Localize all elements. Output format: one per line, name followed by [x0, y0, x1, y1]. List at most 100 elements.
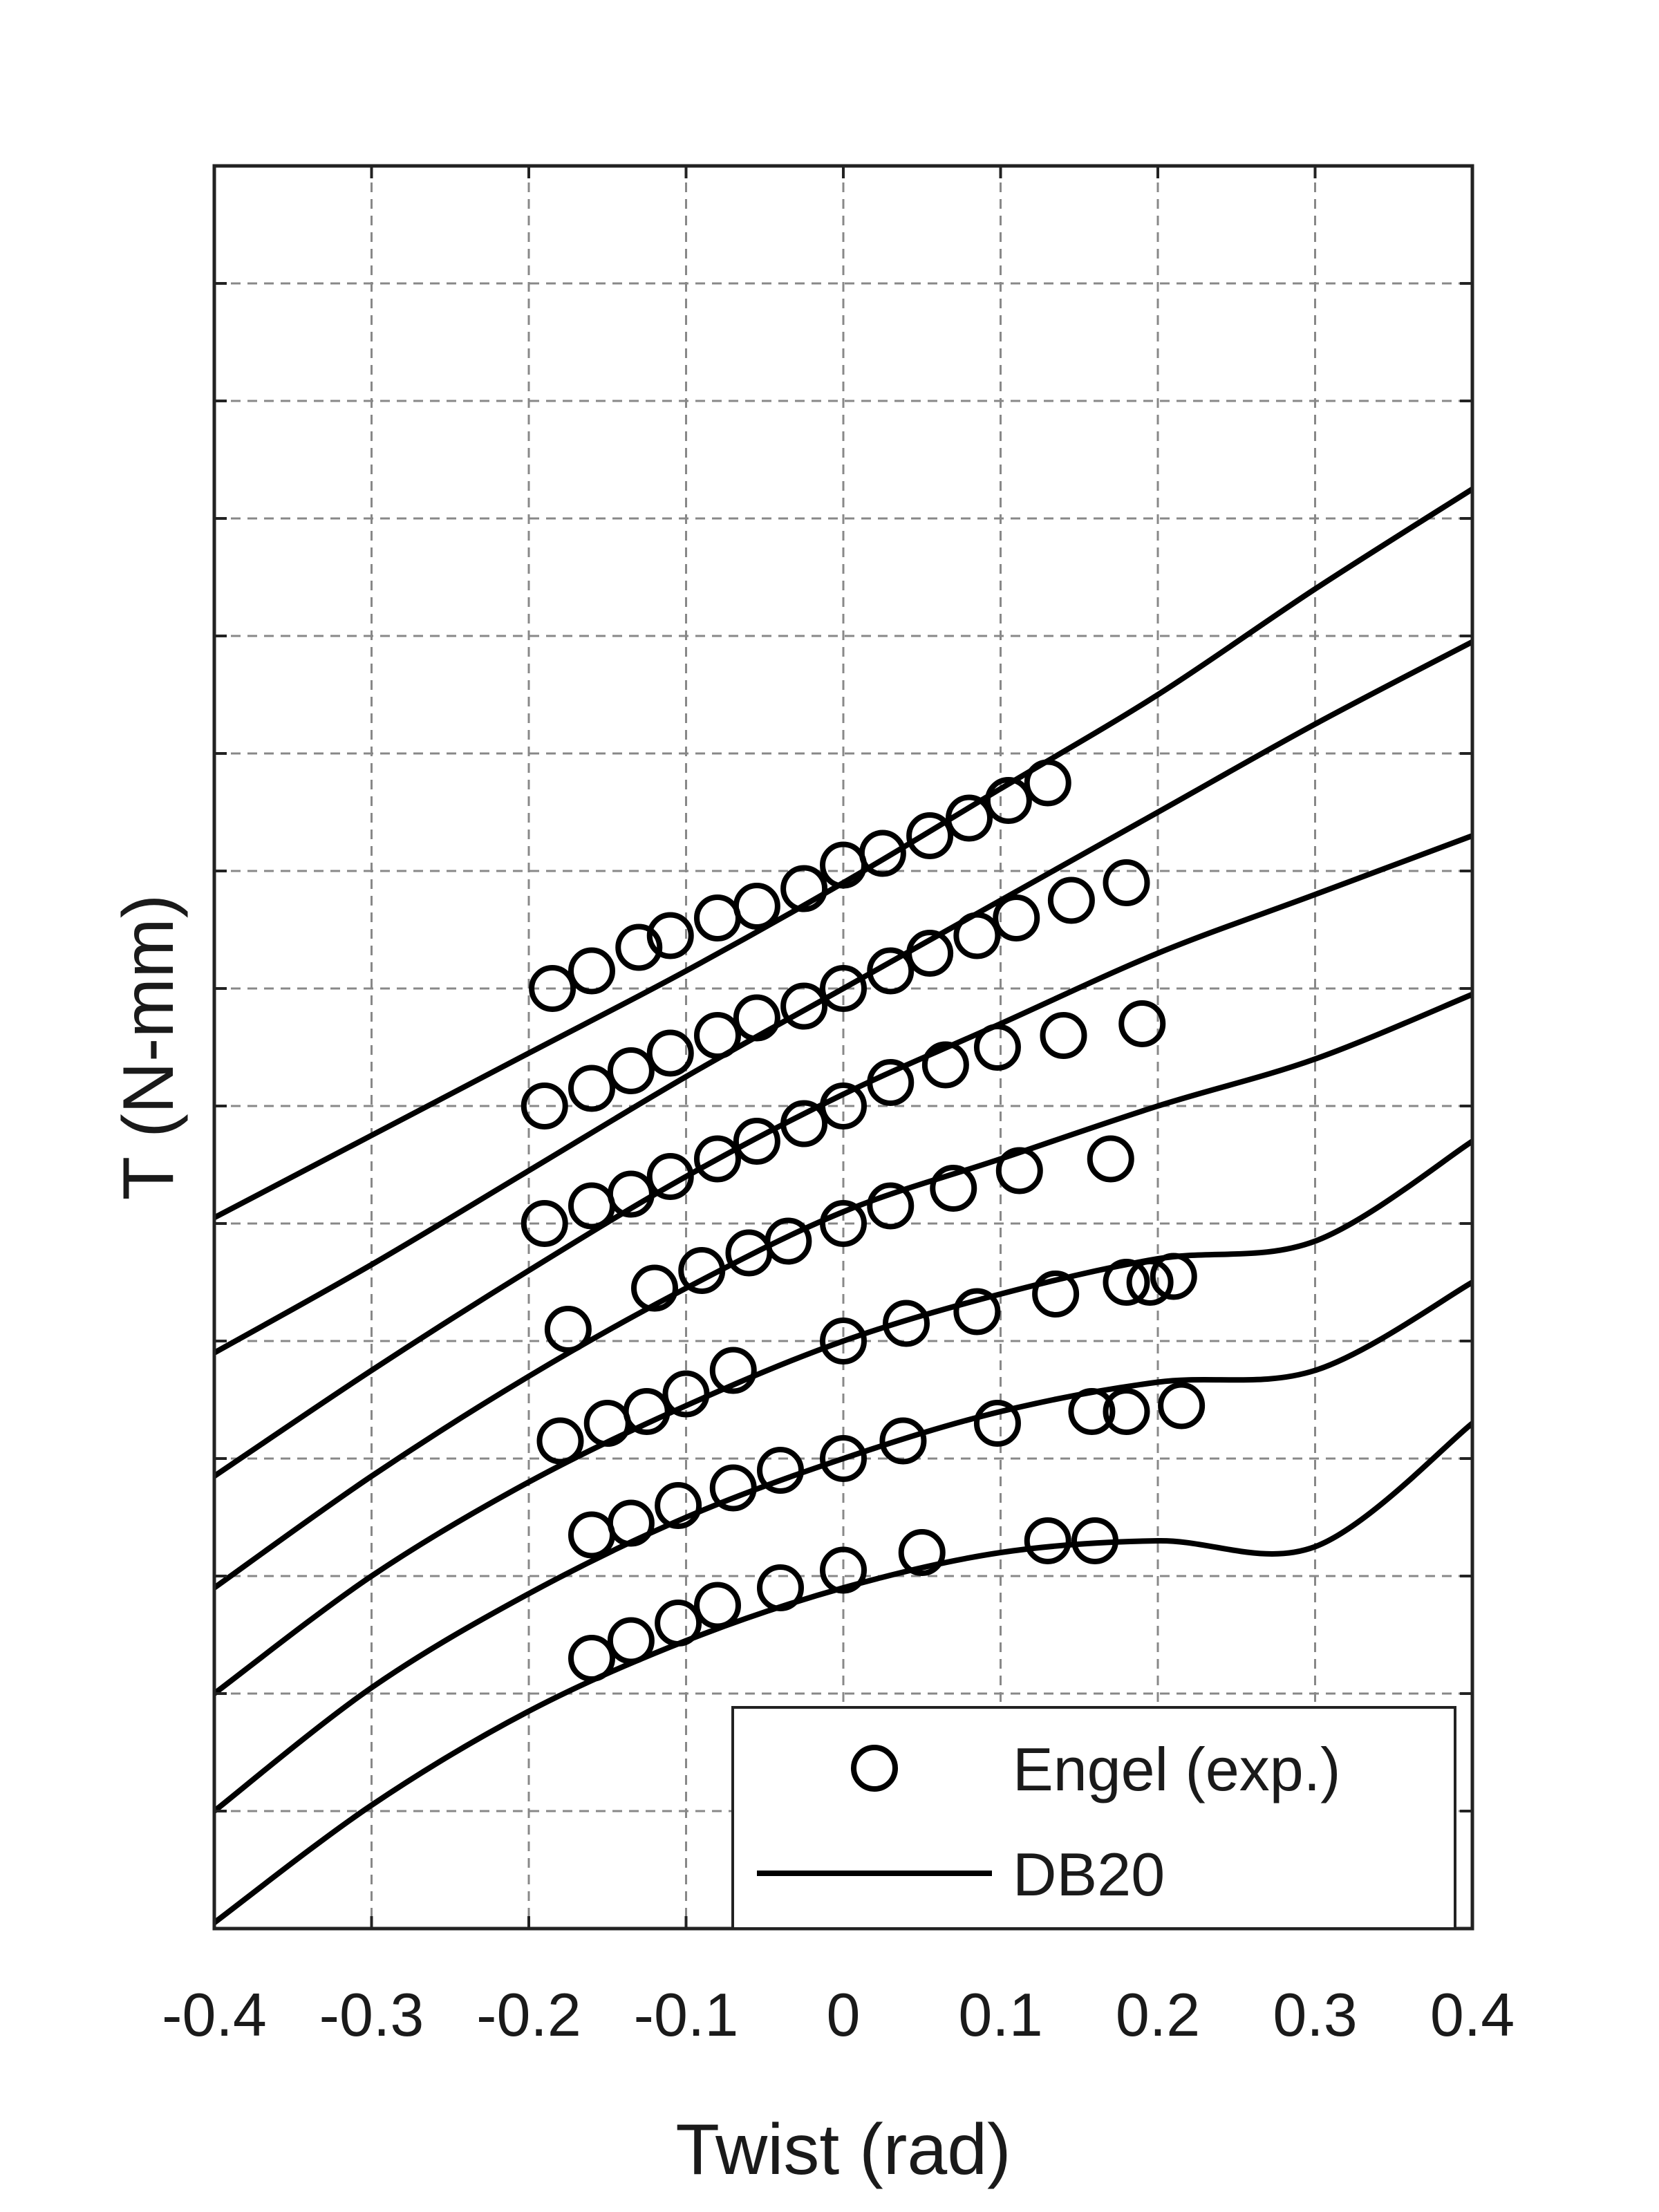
- experimental-point: [607, 1617, 655, 1665]
- experimental-point: [780, 865, 828, 912]
- model-curve-db20: [212, 1138, 1474, 1696]
- experimental-point: [1047, 877, 1095, 924]
- experimental-point: [765, 1217, 812, 1265]
- x-tick-label: -0.3: [319, 1980, 424, 2049]
- experimental-point: [694, 1135, 741, 1183]
- experimental-point: [568, 1065, 615, 1112]
- model-curve-db20: [212, 1280, 1474, 1814]
- legend-label-db20: DB20: [1013, 1840, 1165, 1909]
- experimental-point: [757, 1564, 804, 1611]
- experimental-point: [973, 1400, 1021, 1447]
- experimental-point: [1150, 1253, 1197, 1300]
- experimental-point: [709, 1347, 757, 1394]
- experimental-point: [984, 777, 1032, 824]
- experimental-point: [867, 947, 915, 995]
- experimental-point: [820, 1082, 867, 1130]
- experimental-point: [1158, 1382, 1206, 1430]
- experimental-point: [820, 1318, 867, 1365]
- experimental-point: [1126, 1259, 1174, 1306]
- experimental-point: [953, 912, 1001, 959]
- experimental-point: [879, 1417, 927, 1465]
- experimental-point: [820, 965, 867, 1012]
- experimental-point: [1040, 1012, 1087, 1059]
- experimental-point: [953, 1288, 1001, 1335]
- experimental-point: [1068, 1388, 1116, 1435]
- experimental-point: [694, 1582, 741, 1629]
- experimental-point: [867, 1059, 915, 1106]
- experimental-point: [733, 994, 780, 1042]
- model-curve-db20: [212, 991, 1474, 1591]
- experimental-point: [820, 1546, 867, 1594]
- model-curve-db20: [212, 833, 1474, 1479]
- experimental-point: [973, 1024, 1021, 1071]
- experimental-point: [1071, 1517, 1118, 1564]
- experimental-point: [946, 794, 993, 842]
- experimental-point: [709, 1464, 757, 1512]
- experimental-point: [780, 1100, 828, 1147]
- x-tick-label: 0: [827, 1980, 861, 2049]
- grid-lines: [214, 166, 1472, 1929]
- legend: Engel (exp.) DB20: [731, 1706, 1456, 1930]
- experimental-point: [1118, 1000, 1166, 1047]
- experimental-point: [921, 1041, 969, 1089]
- experimental-point: [544, 1306, 592, 1353]
- experimental-points: [521, 759, 1206, 1682]
- experimental-point: [615, 924, 663, 971]
- experimental-point: [529, 965, 577, 1012]
- x-tick-label: -0.2: [476, 1980, 581, 2049]
- model-curves: [212, 487, 1474, 1925]
- experimental-point: [631, 1264, 678, 1312]
- experimental-point: [646, 1029, 694, 1077]
- experimental-point: [568, 947, 615, 995]
- x-tick-labels: -0.4 -0.3 -0.2 -0.1 0 0.1 0.2 0.3 0.4: [162, 1980, 1515, 2049]
- experimental-point: [1024, 759, 1071, 807]
- experimental-point: [694, 1012, 741, 1059]
- experimental-point: [1103, 1388, 1150, 1435]
- experimental-point: [646, 912, 694, 959]
- experimental-point: [655, 1600, 702, 1647]
- experimental-point: [930, 1165, 977, 1212]
- experimental-point: [757, 1447, 804, 1494]
- experimental-point: [867, 1182, 915, 1230]
- experimental-point: [898, 1529, 946, 1576]
- x-tick-label: 0.3: [1273, 1980, 1357, 2049]
- experimental-point: [678, 1247, 726, 1294]
- experimental-point: [568, 1635, 615, 1682]
- experimental-point: [820, 1200, 867, 1247]
- experimental-point: [646, 1153, 694, 1200]
- x-tick-label: 0.4: [1430, 1980, 1515, 2049]
- x-tick-label: 0.2: [1116, 1980, 1200, 2049]
- experimental-point: [859, 830, 906, 877]
- experimental-point: [623, 1388, 671, 1435]
- x-tick-label: 0.1: [958, 1980, 1042, 2049]
- experimental-point: [995, 1147, 1043, 1194]
- model-curve-db20: [213, 487, 1474, 1221]
- experimental-point: [1032, 1271, 1080, 1318]
- experimental-point: [1103, 859, 1150, 906]
- experimental-point: [906, 930, 954, 977]
- x-axis-title: Twist (rad): [675, 2110, 1011, 2190]
- y-axis-title: T (N-mm): [109, 894, 189, 1201]
- experimental-point: [521, 1200, 568, 1247]
- legend-circle-marker: [851, 1745, 898, 1792]
- experimental-point: [733, 1118, 780, 1165]
- experimental-point: [536, 1417, 584, 1465]
- experimental-point: [780, 982, 828, 1030]
- legend-label-engel: Engel (exp.): [1013, 1735, 1340, 1803]
- experimental-point: [1087, 1135, 1134, 1183]
- experimental-point: [607, 1499, 655, 1547]
- experimental-point: [655, 1482, 702, 1529]
- experimental-point: [1103, 1259, 1150, 1306]
- model-curve-db20: [212, 1421, 1474, 1925]
- experimental-point: [662, 1370, 710, 1418]
- experimental-point: [1024, 1517, 1071, 1564]
- experimental-point: [733, 883, 780, 930]
- legend-box: [731, 1706, 1456, 1930]
- experimental-point: [906, 812, 954, 859]
- model-curve-db20: [213, 639, 1474, 1356]
- experimental-point: [521, 1082, 568, 1130]
- experimental-point: [607, 1047, 655, 1094]
- x-tick-label: -0.1: [634, 1980, 739, 2049]
- x-tick-label: -0.4: [162, 1980, 267, 2049]
